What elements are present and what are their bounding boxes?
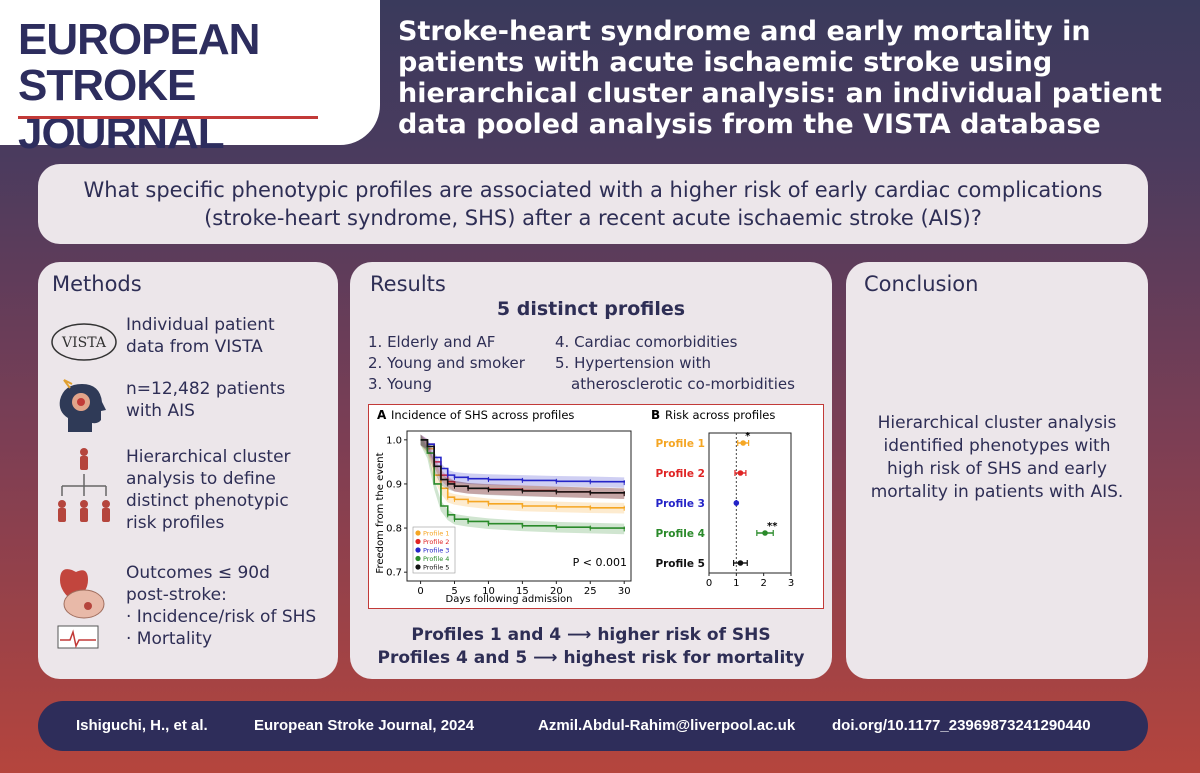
point-estimate <box>737 560 744 566</box>
x-tick-label: 15 <box>516 586 529 597</box>
results-figure: A Incidence of SHS across profiles 0 5 10 1… <box>368 404 824 609</box>
chart-b-panel-label: B <box>651 408 660 422</box>
logo-line-1: EUROPEAN <box>18 15 260 64</box>
chart-b-frame <box>708 432 792 574</box>
series-ci-band <box>420 434 625 535</box>
x-tick-label: 30 <box>618 586 631 597</box>
results-title: Results <box>370 272 446 296</box>
x-tick-label: 0 <box>417 586 423 597</box>
methods-text: Individual patient data from VISTA <box>126 315 275 357</box>
research-question: What specific phenotypic profiles are as… <box>38 164 1148 244</box>
legend-marker <box>415 555 421 562</box>
chart-a-frame <box>406 430 632 582</box>
journal-logo: EUROPEAN STROKE JOURNAL <box>0 0 380 158</box>
y-tick-label: 0.7 <box>386 568 402 579</box>
chart-b-title: Risk across profiles <box>665 408 775 422</box>
methods-text: n=12,482 patients with AIS <box>126 379 286 421</box>
x-tick-label: 10 <box>482 586 495 597</box>
results-chart: A Incidence of SHS across profiles 0 5 10 1… <box>375 408 794 605</box>
methods-text: Hierarchical cluster analysis to define … <box>126 447 291 533</box>
logo-underline <box>18 116 318 119</box>
x-tick-label: 20 <box>550 586 563 597</box>
y-tick-label: 0.9 <box>386 479 402 490</box>
results-subtitle: 5 distinct profiles <box>496 298 686 320</box>
category-label: Profile 4 <box>655 528 705 540</box>
legend-label: Profile 5 <box>423 564 449 572</box>
results-summary-line-2: Profiles 4 and 5 ⟶ highest risk for mort… <box>377 648 805 668</box>
x-tick-label: 5 <box>451 586 457 597</box>
point-estimate <box>740 440 746 446</box>
vista-logo-icon: VISTA <box>51 323 117 361</box>
cluster-tree-icon <box>58 448 110 522</box>
question-line-1: What specific phenotypic profiles are as… <box>83 178 1103 202</box>
profile-item: atherosclerotic co-morbidities <box>571 375 795 393</box>
category-label: Profile 3 <box>655 498 705 510</box>
vista-logo-text: VISTA <box>61 335 107 351</box>
methods-title: Methods <box>52 272 142 296</box>
heart-brain-ecg-icon <box>57 569 105 649</box>
footer-author: Ishiguchi, H., et al. <box>76 717 208 734</box>
methods-panel: Methods VISTA Individual patient data fr… <box>38 262 338 679</box>
point-estimate <box>737 470 744 476</box>
methods-text: Outcomes ≤ 90d post-stroke: · Incidence/… <box>126 563 317 649</box>
results-summary-line-1: Profiles 1 and 4 ⟶ higher risk of SHS <box>411 625 771 645</box>
profile-item: 1. Elderly and AF <box>368 333 496 351</box>
legend-marker <box>415 547 421 553</box>
chart-a-pvalue: P < 0.001 <box>573 556 627 569</box>
footer-doi[interactable]: doi.org/10.1177_23969873241290440 <box>832 717 1091 734</box>
series-ci-band <box>420 434 625 488</box>
conclusion-text: Hierarchical cluster analysis identified… <box>870 413 1124 502</box>
significance-mark: * <box>745 431 751 442</box>
profile-list-left: 1. Elderly and AF 2. Young and smoker 3.… <box>368 332 525 395</box>
y-tick-label: 1.0 <box>386 435 402 446</box>
point-estimate <box>733 500 740 506</box>
profile-item: 3. Young <box>368 375 432 393</box>
legend-label: Profile 1 <box>423 530 449 538</box>
y-tick-label: 0.8 <box>386 524 402 535</box>
footer-email[interactable]: Azmil.Abdul-Rahim@liverpool.ac.uk <box>538 717 796 734</box>
profile-list-right: 4. Cardiac comorbidities 5. Hypertension… <box>555 332 795 395</box>
category-label: Profile 5 <box>655 558 705 570</box>
legend-label: Profile 3 <box>423 547 449 555</box>
chart-a-xlabel: Days following admission <box>446 594 573 605</box>
legend-marker <box>415 530 421 536</box>
category-label: Profile 2 <box>655 468 705 480</box>
page-title: Stroke-heart syndrome and early mortalit… <box>398 16 1162 140</box>
chart-a-title: Incidence of SHS across profiles <box>391 408 574 422</box>
conclusion-panel: Conclusion Hierarchical cluster analysis… <box>846 262 1148 679</box>
logo-line-2: STROKE JOURNAL <box>18 61 225 158</box>
stroke-head-icon <box>59 379 106 432</box>
profile-item: 2. Young and smoker <box>368 354 525 372</box>
profile-item: 4. Cardiac comorbidities <box>555 333 738 351</box>
forest-plot: 0 1 2 3 Profile 1 * Profile 2 Profile 3 Profile … <box>655 431 794 589</box>
x-tick-label: 0 <box>706 578 712 589</box>
results-summary: Profiles 1 and 4 ⟶ higher risk of SHS Pr… <box>350 624 832 670</box>
citation-footer: Ishiguchi, H., et al. European Stroke Jo… <box>38 701 1148 751</box>
point-estimate <box>762 530 768 536</box>
legend-label: Profile 2 <box>423 538 449 546</box>
legend-marker <box>415 564 421 570</box>
footer-journal[interactable]: European Stroke Journal, 2024 <box>254 717 475 734</box>
profile-item: 5. Hypertension with <box>555 354 712 372</box>
chart-a-panel-label: A <box>377 408 387 422</box>
x-tick-label: 25 <box>584 586 597 597</box>
legend-marker <box>415 538 421 545</box>
conclusion-title: Conclusion <box>864 272 979 296</box>
significance-mark: ** <box>767 521 778 532</box>
category-label: Profile 1 <box>655 438 705 450</box>
results-panel: Results 5 distinct profiles 1. Elderly a… <box>350 262 832 679</box>
chart-a-ylabel: Freedom from the event <box>375 452 386 573</box>
x-tick-label: 1 <box>733 578 739 589</box>
series-ci-band <box>420 434 625 514</box>
x-tick-label: 3 <box>788 578 794 589</box>
question-line-2: (stroke-heart syndrome, SHS) after a rec… <box>204 206 982 230</box>
legend-label: Profile 4 <box>423 555 449 563</box>
x-tick-label: 2 <box>760 578 766 589</box>
